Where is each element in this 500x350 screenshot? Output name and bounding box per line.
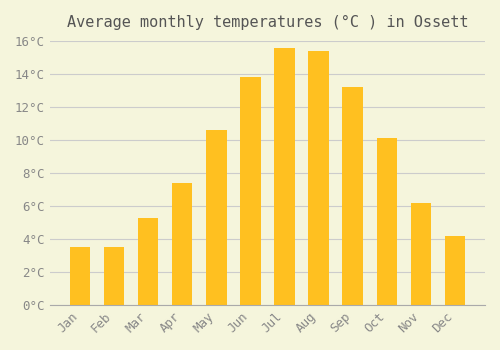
Bar xyxy=(138,283,158,305)
Bar xyxy=(70,247,90,305)
Bar xyxy=(172,274,193,305)
Bar xyxy=(70,290,90,305)
Bar xyxy=(240,77,260,305)
Bar xyxy=(274,241,294,305)
Title: Average monthly temperatures (°C ) in Ossett: Average monthly temperatures (°C ) in Os… xyxy=(66,15,468,30)
Bar xyxy=(104,247,124,305)
Bar xyxy=(206,261,227,305)
Bar xyxy=(445,236,465,305)
Bar xyxy=(240,248,260,305)
Bar xyxy=(445,288,465,305)
Bar xyxy=(308,241,329,305)
Bar xyxy=(410,203,431,305)
Bar xyxy=(104,290,124,305)
Bar xyxy=(410,279,431,305)
Bar xyxy=(376,263,397,305)
Bar xyxy=(342,87,363,305)
Bar xyxy=(308,51,329,305)
Bar xyxy=(138,218,158,305)
Bar xyxy=(172,183,193,305)
Bar xyxy=(376,138,397,305)
Bar xyxy=(274,48,294,305)
Bar xyxy=(342,251,363,305)
Bar xyxy=(206,130,227,305)
